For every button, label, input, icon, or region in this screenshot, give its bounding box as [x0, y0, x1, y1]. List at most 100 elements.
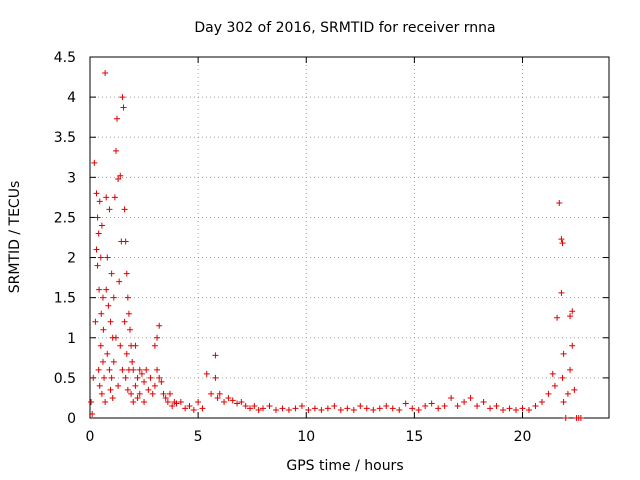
data-point: [545, 390, 552, 397]
data-point: [103, 194, 110, 201]
data-point: [480, 398, 487, 405]
chart-title: Day 302 of 2016, SRMTID for receiver rnn…: [194, 20, 495, 36]
data-point: [389, 405, 396, 412]
data-point: [331, 402, 338, 409]
data-point: [324, 405, 331, 412]
data-point: [93, 246, 100, 253]
data-point: [124, 386, 131, 393]
data-point: [435, 405, 442, 412]
data-point: [558, 236, 565, 243]
data-point: [94, 262, 101, 269]
data-point: [344, 405, 351, 412]
x-tick-label: 5: [194, 429, 203, 445]
data-point: [415, 406, 422, 413]
data-point: [162, 394, 169, 401]
data-point: [318, 406, 325, 413]
data-point: [129, 358, 136, 365]
y-tick-label: 1.5: [54, 291, 76, 307]
data-point: [251, 402, 258, 409]
data-point: [229, 397, 236, 404]
data-point: [221, 398, 228, 405]
data-point: [564, 390, 571, 397]
data-point: [567, 313, 574, 320]
data-point: [376, 405, 383, 412]
data-point: [525, 406, 532, 413]
data-point: [112, 147, 119, 154]
data-point: [182, 405, 189, 412]
y-tick-label: 1: [67, 331, 76, 347]
data-point: [448, 394, 455, 401]
data-point: [402, 400, 409, 407]
data-point: [145, 386, 152, 393]
data-point: [108, 270, 115, 277]
x-tick-label: 10: [297, 429, 315, 445]
data-point: [461, 398, 468, 405]
x-tick-label: 20: [514, 429, 532, 445]
data-point: [97, 254, 104, 261]
plot-frame: [89, 56, 610, 419]
data-point: [125, 310, 132, 317]
data-point: [117, 172, 124, 179]
data-point: [123, 350, 130, 357]
data-point: [121, 318, 128, 325]
data-point: [136, 390, 143, 397]
data-point: [173, 400, 180, 407]
data-point: [121, 206, 128, 213]
data-point: [487, 405, 494, 412]
data-point: [559, 374, 566, 381]
grid-lines: [90, 57, 609, 418]
data-point: [214, 394, 221, 401]
data-point: [260, 405, 266, 412]
data-point: [190, 406, 197, 413]
x-tick-label: 15: [405, 429, 423, 445]
data-point: [195, 398, 202, 405]
data-point: [95, 366, 102, 373]
data-point: [134, 374, 141, 381]
data-point: [266, 402, 273, 409]
data-point: [167, 390, 174, 397]
data-point: [560, 398, 567, 405]
data-point: [567, 366, 574, 373]
data-point: [212, 352, 219, 359]
data-point: [560, 350, 567, 357]
data-point: [493, 402, 500, 409]
data-point: [238, 398, 245, 405]
data-point: [96, 382, 103, 389]
data-point: [107, 386, 114, 393]
data-point: [103, 286, 110, 293]
data-point: [110, 358, 117, 365]
data-point: [90, 374, 97, 381]
data-point: [122, 238, 129, 245]
y-tick-label: 0: [67, 411, 76, 427]
data-point: [132, 342, 139, 349]
data-point: [101, 374, 108, 381]
data-point: [370, 406, 377, 413]
data-point: [467, 394, 474, 401]
data-point: [98, 310, 105, 317]
data-point: [119, 366, 126, 373]
data-point: [212, 374, 219, 381]
data-point: [151, 342, 158, 349]
data-point: [396, 406, 403, 413]
data-point: [115, 382, 122, 389]
data-point: [130, 398, 137, 405]
data-point: [549, 370, 556, 377]
data-point: [519, 405, 526, 412]
data-point: [454, 402, 461, 409]
data-point: [141, 398, 148, 405]
data-point: [203, 370, 210, 377]
data-point: [115, 175, 122, 182]
data-point: [120, 104, 127, 111]
data-point: [104, 254, 111, 261]
data-point: [109, 394, 116, 401]
data-point: [106, 366, 113, 373]
data-point: [154, 334, 161, 341]
data-point: [158, 378, 165, 385]
data-point: [98, 222, 105, 229]
data-point: [569, 342, 576, 349]
data-point: [247, 405, 254, 412]
data-point: [156, 322, 163, 329]
data-point: [186, 402, 193, 409]
data-point: [474, 402, 481, 409]
data-point: [559, 240, 566, 247]
